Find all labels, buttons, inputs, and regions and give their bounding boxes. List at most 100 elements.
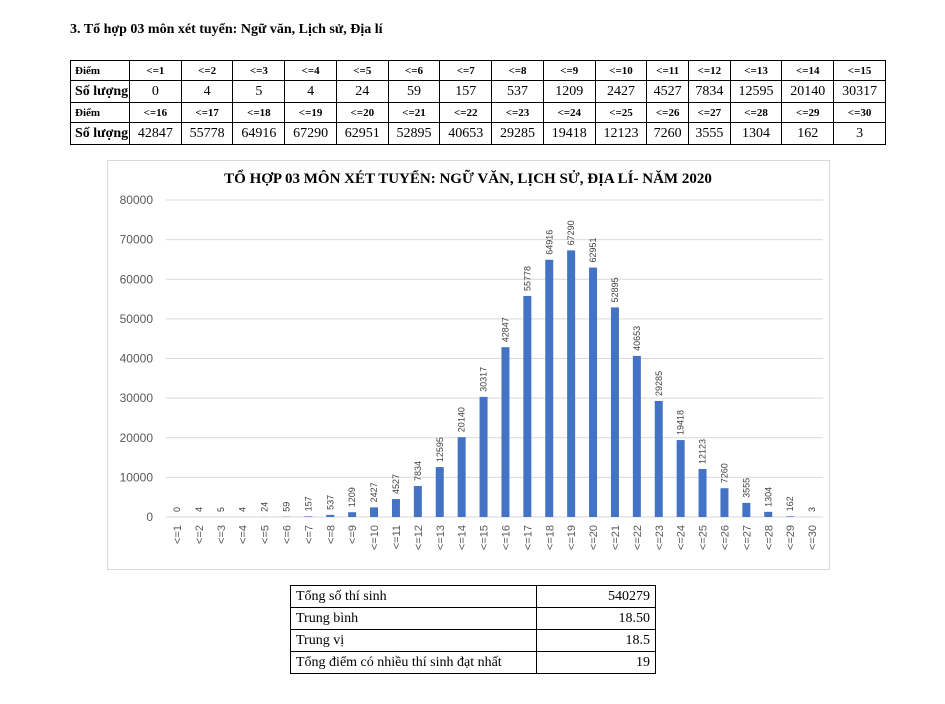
- x-tick-label: <=28: [763, 525, 775, 550]
- x-tick-label: <=20: [588, 525, 600, 550]
- bar: [742, 502, 751, 517]
- score-cell: <=23: [491, 102, 544, 123]
- bar: [632, 355, 641, 517]
- data-label: 30317: [479, 367, 489, 392]
- score-cell: <=16: [129, 102, 182, 123]
- score-cell: <=25: [594, 102, 648, 123]
- summary-value: 540279: [536, 585, 656, 608]
- x-tick-label: <=10: [369, 525, 381, 550]
- bar: [457, 437, 466, 517]
- row-label: Điểm: [70, 60, 130, 81]
- summary-value: 18.5: [536, 629, 656, 652]
- summary-value: 19: [536, 651, 656, 674]
- score-cell: <=13: [729, 60, 783, 81]
- bar: [567, 250, 576, 517]
- data-label: 52895: [610, 277, 620, 302]
- data-label: 19418: [676, 410, 686, 435]
- score-cell: <=7: [439, 60, 493, 81]
- score-cell: <=14: [781, 60, 835, 81]
- bar: [764, 511, 773, 517]
- x-tick-label: <=3: [216, 525, 228, 544]
- count-cell: 59: [387, 80, 441, 103]
- bar: [610, 307, 619, 517]
- summary-value: 18.50: [536, 607, 656, 630]
- summary-table: Tổng số thí sinh 540279 Trung bình 18.50 T…: [290, 585, 656, 674]
- data-label: 29285: [654, 371, 664, 396]
- data-label: 1209: [347, 487, 357, 507]
- x-tick-label: <=13: [435, 525, 447, 550]
- data-label: 40653: [632, 326, 642, 351]
- x-tick-label: <=14: [457, 525, 469, 550]
- count-cell: 29285: [491, 122, 544, 145]
- row-label: Điểm: [70, 102, 130, 123]
- score-cell: <=22: [439, 102, 493, 123]
- bar: [391, 499, 400, 517]
- score-cell: <=20: [335, 102, 389, 123]
- count-cell: 1209: [542, 80, 596, 103]
- row-label: Số lượng: [70, 80, 130, 103]
- count-cell: 12595: [729, 80, 783, 103]
- data-label: 64916: [544, 230, 554, 255]
- data-label: 3: [807, 507, 817, 512]
- data-label: 162: [785, 496, 795, 511]
- count-cell: 157: [439, 80, 493, 103]
- x-tick-label: <=17: [522, 525, 534, 550]
- summary-label: Trung bình: [290, 607, 537, 630]
- count-cell: 55778: [180, 122, 234, 145]
- x-tick-label: <=7: [303, 525, 315, 544]
- count-cell: 2427: [594, 80, 648, 103]
- summary-row: Trung bình 18.50: [290, 607, 656, 630]
- x-tick-label: <=2: [194, 525, 206, 544]
- score-cell: <=26: [646, 102, 690, 123]
- score-cell: <=10: [594, 60, 648, 81]
- bar: [589, 267, 598, 517]
- score-cell: <=17: [180, 102, 234, 123]
- score-cell: <=8: [491, 60, 544, 81]
- count-cell: 3555: [688, 122, 731, 145]
- x-tick-label: <=11: [391, 525, 403, 549]
- x-tick-label: <=24: [676, 525, 688, 550]
- data-label: 12123: [698, 439, 708, 464]
- x-tick-label: <=18: [544, 525, 556, 550]
- data-label: 4527: [391, 474, 401, 494]
- bar: [413, 485, 422, 517]
- summary-row: Tổng số thí sinh 540279: [290, 585, 656, 608]
- x-tick-label: <=23: [654, 525, 666, 550]
- summary-row: Tổng điểm có nhiều thí sinh đạt nhất 19: [290, 651, 656, 674]
- y-tick-label: 60000: [120, 272, 154, 286]
- count-cell: 3: [833, 122, 886, 145]
- row-label: Số lượng: [70, 122, 130, 145]
- count-cell: 24: [335, 80, 389, 103]
- score-cell: <=9: [542, 60, 596, 81]
- score-cell: <=1: [129, 60, 182, 81]
- count-cell: 19418: [542, 122, 596, 145]
- bar: [479, 396, 488, 517]
- data-label: 0: [172, 507, 182, 512]
- score-cell: <=30: [833, 102, 886, 123]
- section-heading: 3. Tổ hợp 03 môn xét tuyển: Ngữ văn, Lịc…: [70, 22, 383, 37]
- count-cell: 4: [284, 80, 337, 103]
- data-label: 59: [281, 502, 291, 512]
- count-cell: 4527: [646, 80, 690, 103]
- x-tick-label: <=19: [566, 525, 578, 550]
- count-cell: 12123: [594, 122, 648, 145]
- bar: [698, 468, 707, 517]
- y-tick-label: 50000: [120, 312, 154, 326]
- x-tick-label: <=6: [281, 525, 293, 544]
- x-tick-label: <=4: [238, 525, 250, 544]
- count-cell: 0: [129, 80, 182, 103]
- data-label: 4: [194, 507, 204, 512]
- data-label: 20140: [457, 407, 467, 432]
- x-tick-label: <=16: [500, 525, 512, 550]
- score-cell: <=24: [542, 102, 596, 123]
- y-tick-label: 40000: [120, 352, 154, 366]
- data-label: 67290: [566, 220, 576, 245]
- x-tick-label: <=22: [632, 525, 644, 550]
- data-label: 3555: [741, 478, 751, 498]
- x-tick-label: <=25: [698, 525, 710, 550]
- count-cell: 62951: [335, 122, 389, 145]
- bar: [676, 440, 685, 517]
- x-tick-label: <=8: [325, 525, 337, 544]
- bar-chart: TỔ HỢP 03 MÔN XÉT TUYỂN: NGỮ VĂN, LỊCH S…: [107, 160, 830, 570]
- count-cell: 5: [232, 80, 286, 103]
